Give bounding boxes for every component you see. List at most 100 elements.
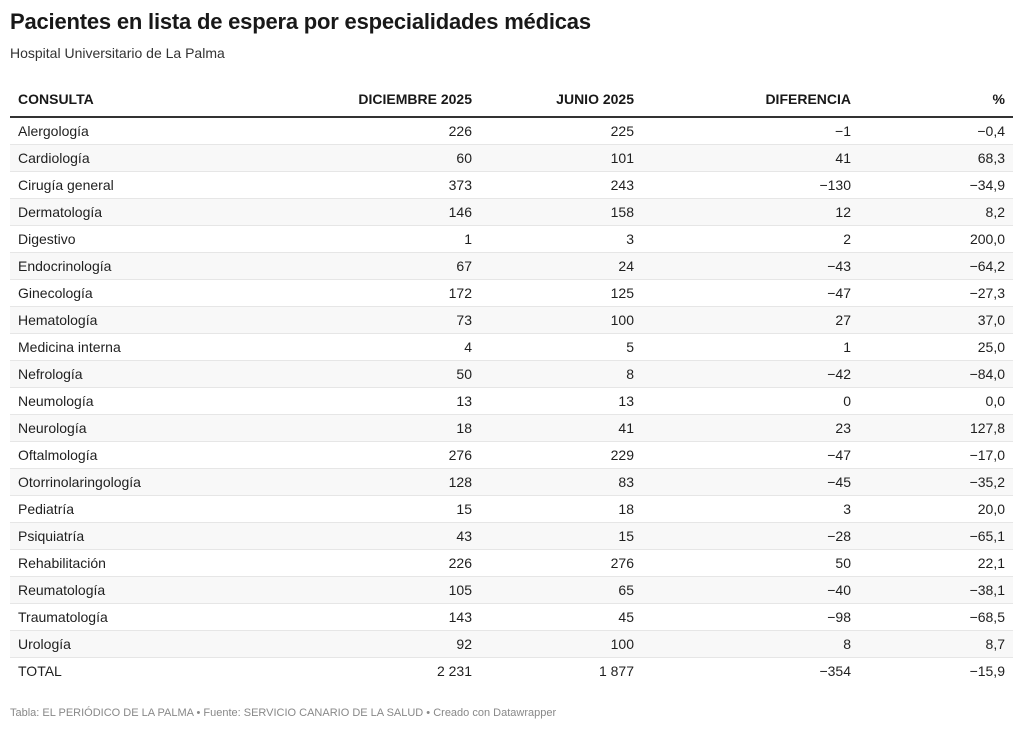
source-credit: Tabla: EL PERIÓDICO DE LA PALMA • Fuente… — [10, 707, 557, 719]
cell-percent: −38,1 — [859, 576, 1013, 604]
table-header-row: CONSULTA DICIEMBRE 2025 JUNIO 2025 DIFER… — [10, 82, 1013, 118]
cell-diferencia: 0 — [642, 387, 859, 415]
cell-diferencia: 12 — [642, 198, 859, 226]
cell-diciembre-2025: 4 — [275, 333, 480, 361]
cell-percent: −84,0 — [859, 360, 1013, 388]
cell-diferencia: −45 — [642, 468, 859, 496]
cell-junio-2025: 225 — [480, 117, 642, 145]
cell-consulta: Cirugía general — [10, 171, 275, 199]
cell-diciembre-2025: 13 — [275, 387, 480, 415]
cell-diciembre-2025: 1 — [275, 225, 480, 253]
table-row: Neumología 13 13 0 0,0 — [10, 387, 1013, 415]
table-row: Urología 92 100 8 8,7 — [10, 630, 1013, 658]
cell-percent: −35,2 — [859, 468, 1013, 496]
cell-consulta: TOTAL — [10, 657, 275, 684]
cell-diferencia: −42 — [642, 360, 859, 388]
cell-percent: 22,1 — [859, 549, 1013, 577]
cell-junio-2025: 243 — [480, 171, 642, 199]
cell-percent: 8,2 — [859, 198, 1013, 226]
cell-junio-2025: 41 — [480, 414, 642, 442]
table-body: Alergología 226 225 −1 −0,4 Cardiología 60 101 4… — [10, 117, 1013, 684]
cell-junio-2025: 18 — [480, 495, 642, 523]
cell-consulta: Medicina interna — [10, 333, 275, 361]
cell-diferencia: −1 — [642, 117, 859, 145]
cell-percent: −0,4 — [859, 117, 1013, 145]
cell-diciembre-2025: 172 — [275, 279, 480, 307]
cell-consulta: Endocrinología — [10, 252, 275, 280]
cell-diferencia: 8 — [642, 630, 859, 658]
cell-junio-2025: 229 — [480, 441, 642, 469]
table-row: Endocrinología 67 24 −43 −64,2 — [10, 252, 1013, 280]
cell-diciembre-2025: 67 — [275, 252, 480, 280]
cell-percent: −27,3 — [859, 279, 1013, 307]
cell-diciembre-2025: 146 — [275, 198, 480, 226]
cell-diferencia: −40 — [642, 576, 859, 604]
cell-junio-2025: 101 — [480, 144, 642, 172]
cell-consulta: Urología — [10, 630, 275, 658]
cell-percent: 25,0 — [859, 333, 1013, 361]
cell-diciembre-2025: 73 — [275, 306, 480, 334]
cell-consulta: Hematología — [10, 306, 275, 334]
table-row: Cirugía general 373 243 −130 −34,9 — [10, 171, 1013, 199]
table-row: Otorrinolaringología 128 83 −45 −35,2 — [10, 468, 1013, 496]
table-row: Cardiología 60 101 41 68,3 — [10, 144, 1013, 172]
cell-diciembre-2025: 276 — [275, 441, 480, 469]
waiting-list-table: CONSULTA DICIEMBRE 2025 JUNIO 2025 DIFER… — [10, 82, 1013, 684]
cell-percent: 127,8 — [859, 414, 1013, 442]
cell-consulta: Otorrinolaringología — [10, 468, 275, 496]
cell-diferencia: −354 — [642, 657, 859, 684]
table-row: Neurología 18 41 23 127,8 — [10, 414, 1013, 442]
cell-diciembre-2025: 226 — [275, 549, 480, 577]
cell-percent: −17,0 — [859, 441, 1013, 469]
cell-diferencia: −98 — [642, 603, 859, 631]
cell-diferencia: 41 — [642, 144, 859, 172]
table-row: Pediatría 15 18 3 20,0 — [10, 495, 1013, 523]
cell-junio-2025: 100 — [480, 630, 642, 658]
cell-percent: −64,2 — [859, 252, 1013, 280]
cell-junio-2025: 13 — [480, 387, 642, 415]
column-header-junio-2025: JUNIO 2025 — [480, 82, 642, 118]
cell-diciembre-2025: 373 — [275, 171, 480, 199]
cell-junio-2025: 15 — [480, 522, 642, 550]
cell-diciembre-2025: 92 — [275, 630, 480, 658]
cell-consulta: Rehabilitación — [10, 549, 275, 577]
table-row: Alergología 226 225 −1 −0,4 — [10, 117, 1013, 145]
cell-percent: 8,7 — [859, 630, 1013, 658]
cell-consulta: Nefrología — [10, 360, 275, 388]
chart-subtitle: Hospital Universitario de La Palma — [10, 45, 225, 61]
column-header-percent: % — [859, 82, 1013, 118]
cell-junio-2025: 3 — [480, 225, 642, 253]
cell-consulta: Ginecología — [10, 279, 275, 307]
cell-diferencia: −28 — [642, 522, 859, 550]
cell-diciembre-2025: 226 — [275, 117, 480, 145]
cell-diferencia: 1 — [642, 333, 859, 361]
cell-consulta: Psiquiatría — [10, 522, 275, 550]
chart-title: Pacientes en lista de espera por especia… — [10, 9, 591, 34]
table-row: Psiquiatría 43 15 −28 −65,1 — [10, 522, 1013, 550]
cell-percent: 200,0 — [859, 225, 1013, 253]
cell-percent: −65,1 — [859, 522, 1013, 550]
table-row: Reumatología 105 65 −40 −38,1 — [10, 576, 1013, 604]
cell-junio-2025: 83 — [480, 468, 642, 496]
table-row: Oftalmología 276 229 −47 −17,0 — [10, 441, 1013, 469]
cell-consulta: Oftalmología — [10, 441, 275, 469]
cell-diferencia: 50 — [642, 549, 859, 577]
cell-junio-2025: 5 — [480, 333, 642, 361]
cell-diferencia: −130 — [642, 171, 859, 199]
cell-junio-2025: 1 877 — [480, 657, 642, 684]
cell-diciembre-2025: 143 — [275, 603, 480, 631]
cell-diciembre-2025: 50 — [275, 360, 480, 388]
cell-consulta: Neumología — [10, 387, 275, 415]
cell-diferencia: 23 — [642, 414, 859, 442]
cell-diciembre-2025: 128 — [275, 468, 480, 496]
cell-consulta: Digestivo — [10, 225, 275, 253]
cell-diciembre-2025: 105 — [275, 576, 480, 604]
cell-percent: −34,9 — [859, 171, 1013, 199]
cell-percent: 68,3 — [859, 144, 1013, 172]
cell-consulta: Neurología — [10, 414, 275, 442]
cell-percent: 0,0 — [859, 387, 1013, 415]
table-row: Hematología 73 100 27 37,0 — [10, 306, 1013, 334]
table-row: Nefrología 50 8 −42 −84,0 — [10, 360, 1013, 388]
cell-consulta: Traumatología — [10, 603, 275, 631]
